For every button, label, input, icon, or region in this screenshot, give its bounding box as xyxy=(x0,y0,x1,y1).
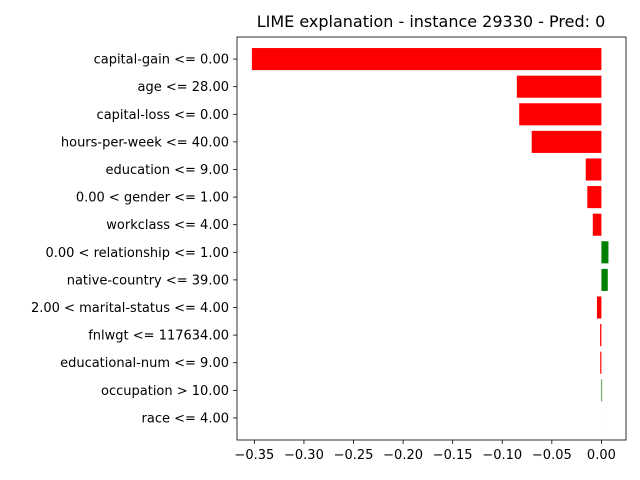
y-tick-label-7: 0.00 < relationship <= 1.00 xyxy=(45,246,229,261)
x-tick-label-5: −0.10 xyxy=(482,448,522,463)
bar-2 xyxy=(519,103,602,126)
y-tick-label-0: capital-gain <= 0.00 xyxy=(94,53,229,68)
y-tick-label-8: native-country <= 39.00 xyxy=(67,273,229,288)
bar-9 xyxy=(596,296,602,319)
bar-12 xyxy=(601,379,603,402)
bar-4 xyxy=(585,158,602,181)
bar-0 xyxy=(251,48,602,71)
plot-frame xyxy=(236,36,627,441)
y-tick-label-1: age <= 28.00 xyxy=(138,80,229,95)
x-tick-label-4: −0.15 xyxy=(433,448,473,463)
y-tick-label-11: educational-num <= 9.00 xyxy=(60,356,229,371)
bar-11 xyxy=(600,351,602,374)
x-tick-label-2: −0.25 xyxy=(334,448,374,463)
y-tick-label-5: 0.00 < gender <= 1.00 xyxy=(76,191,229,206)
axes-layer: capital-gain <= 0.00 age <= 28.00 capital-… xyxy=(31,36,627,463)
y-tick-label-4: education <= 9.00 xyxy=(106,163,230,178)
y-tick-label-6: workclass <= 4.00 xyxy=(106,218,229,233)
x-tick-label-7: 0.00 xyxy=(587,448,616,463)
y-tick-label-12: occupation > 10.00 xyxy=(101,384,229,399)
y-tick-label-3: hours-per-week <= 40.00 xyxy=(61,135,229,150)
chart-title: LIME explanation - instance 29330 - Pred… xyxy=(257,12,606,31)
x-tick-label-0: −0.35 xyxy=(234,448,274,463)
y-tick-label-9: 2.00 < marital-status <= 4.00 xyxy=(31,301,229,316)
bar-7 xyxy=(601,241,609,264)
y-tick-label-13: race <= 4.00 xyxy=(142,411,229,426)
bar-6 xyxy=(592,213,602,236)
bar-3 xyxy=(531,130,602,153)
y-tick-label-2: capital-loss <= 0.00 xyxy=(97,108,229,123)
x-tick-label-1: −0.30 xyxy=(284,448,324,463)
bar-10 xyxy=(600,324,602,347)
bar-1 xyxy=(516,75,602,98)
x-tick-label-3: −0.20 xyxy=(383,448,423,463)
bar-8 xyxy=(601,268,608,291)
bar-5 xyxy=(587,186,602,209)
y-tick-label-10: fnlwgt <= 117634.00 xyxy=(88,329,229,344)
x-tick-label-6: −0.05 xyxy=(532,448,572,463)
bars-layer xyxy=(251,48,609,429)
